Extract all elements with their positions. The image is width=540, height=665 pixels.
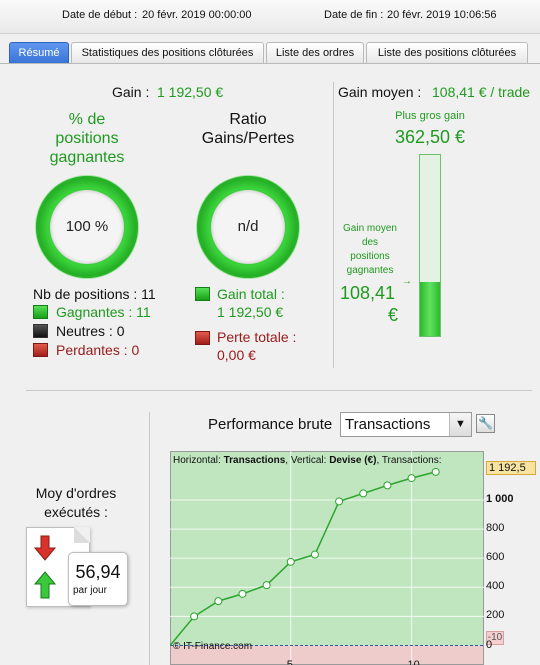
win-rate-value: 100 % — [50, 190, 124, 264]
biggest-gain-value: 362,50 € — [394, 127, 466, 147]
chart-data-point — [262, 581, 271, 590]
win-rate-title-line: % de — [68, 111, 106, 128]
avg-win-label-line: Gain moyen — [343, 223, 397, 234]
chart-data-point — [407, 474, 416, 483]
wrench-icon[interactable]: 🔧 — [476, 414, 495, 433]
chart-data-point — [310, 550, 319, 559]
loss-total-label: Perte totale : — [217, 329, 297, 345]
chart-caption: Horizontal: Transactions, Vertical: Devi… — [173, 455, 481, 466]
chart-caption-mid: , Vertical: — [285, 455, 330, 466]
chart-data-point — [335, 497, 344, 506]
y-tick-label: 400 — [486, 580, 505, 593]
avg-win-gauge — [419, 154, 441, 337]
avg-win-label-line: positions — [350, 251, 390, 262]
bottom-separator — [149, 412, 150, 665]
performance-mode-value: Transactions — [345, 416, 431, 433]
chart-watermark: © IT-Finance.com — [173, 641, 253, 652]
tab-closed-positions-list[interactable]: Liste des positions clôturées — [366, 42, 528, 63]
loss-total-square-icon — [195, 331, 210, 345]
win-rate-title-line: gagnantes — [49, 149, 125, 166]
avg-win-unit: € — [388, 305, 399, 325]
avg-win-label-line: gagnantes — [346, 265, 394, 276]
document-fold — [74, 527, 90, 543]
last-value-badge: 1 192,5 — [486, 461, 536, 475]
chart-data-point — [190, 612, 199, 621]
neutral-square-icon — [33, 324, 48, 338]
winning-square-icon — [33, 305, 48, 319]
gain-total-value: 1 192,50 € — [217, 304, 284, 320]
win-rate-title-line: positions — [55, 130, 119, 147]
gain-value: 1 192,50 € — [157, 84, 224, 100]
chart-data-point — [214, 597, 223, 606]
win-rate-title: % de positions gagnantes — [32, 110, 142, 167]
ratio-title-line: Gains/Pertes — [201, 130, 295, 147]
y-tick-label: 0 — [486, 638, 493, 651]
avg-win-value: 108,41 — [340, 283, 396, 303]
positions-count: Nb de positions : 11 — [33, 286, 156, 302]
orders-label-line: Moy d'ordres — [35, 485, 117, 501]
avg-gain-value: 108,41 € / trade — [432, 84, 531, 100]
tab-bar: Résumé Statistiques des positions clôtur… — [0, 42, 540, 64]
tab-orders-list[interactable]: Liste des ordres — [266, 42, 364, 63]
chart-data-point — [238, 589, 247, 598]
end-date-value: 20 févr. 2019 10:06:56 — [387, 9, 497, 21]
tab-closed-positions-stats[interactable]: Statistiques des positions clôturées — [71, 42, 264, 63]
tab-divider — [0, 63, 540, 64]
ratio-title: Ratio Gains/Pertes — [190, 110, 306, 148]
chart-caption-suffix: , Transactions: — [376, 455, 442, 466]
orders-label-line: exécutés : — [44, 504, 108, 520]
negative-floor-badge: -10 — [486, 631, 504, 645]
avg-win-gauge-fill — [420, 281, 440, 336]
chart-data-point — [431, 467, 440, 476]
losing-count: Perdantes : 0 — [56, 342, 140, 358]
panel-separator — [333, 82, 334, 368]
start-date-value: 20 févr. 2019 00:00:00 — [142, 9, 252, 21]
win-rate-donut: 100 % — [36, 176, 138, 278]
orders-value-card: 56,94 par jour — [68, 552, 128, 606]
gauge-pointer-icon: → — [402, 276, 412, 287]
chart-data-point — [286, 557, 295, 566]
orders-unit: par jour — [73, 585, 107, 596]
ratio-donut: n/d — [197, 176, 299, 278]
loss-total-value: 0,00 € — [217, 347, 256, 363]
gain-label: Gain : — [112, 84, 150, 100]
y-tick-label: 600 — [486, 551, 505, 564]
orders-label: Moy d'ordres exécutés : — [22, 484, 130, 522]
chart-caption-horizontal: Transactions — [223, 455, 286, 466]
y-tick-label: 200 — [486, 609, 505, 622]
performance-title: Performance brute — [208, 416, 333, 433]
performance-mode-select[interactable]: Transactions ▼ — [340, 412, 472, 437]
x-tick-label: 5 — [286, 659, 293, 665]
ratio-value: n/d — [211, 190, 285, 264]
gain-total-square-icon — [195, 287, 210, 301]
end-date-label: Date de fin : — [324, 9, 384, 21]
winning-count: Gagnantes : 11 — [56, 304, 151, 320]
avg-win-label: Gain moyen des positions gagnantes — [337, 222, 403, 278]
chart-positive-area — [170, 451, 484, 646]
section-separator — [26, 390, 532, 391]
date-bar: Date de début : 20 févr. 2019 00:00:00 D… — [0, 0, 540, 34]
gain-total-label: Gain total : — [217, 286, 285, 302]
chart-data-point — [359, 489, 368, 498]
y-tick-label: 1 000 — [486, 492, 514, 505]
tab-resume[interactable]: Résumé — [9, 42, 69, 63]
performance-chart — [170, 451, 484, 665]
ratio-title-line: Ratio — [229, 111, 267, 128]
chart-caption-vertical: Devise (€) — [329, 455, 377, 466]
y-tick-label: 800 — [486, 522, 505, 535]
chart-negative-area — [170, 645, 484, 665]
chart-caption-prefix: Horizontal: — [173, 455, 224, 466]
x-tick-label: 10 — [407, 659, 420, 665]
up-down-arrows-icon — [33, 535, 57, 599]
chevron-down-icon[interactable]: ▼ — [449, 413, 471, 436]
orders-value: 56,94 — [75, 562, 121, 582]
start-date-label: Date de début : — [62, 9, 138, 21]
chart-series-line — [170, 471, 436, 646]
losing-square-icon — [33, 343, 48, 357]
avg-win-label-line: des — [361, 237, 379, 248]
neutral-count: Neutres : 0 — [56, 323, 125, 339]
biggest-gain-label: Plus gros gain — [395, 110, 465, 122]
chart-data-point — [383, 481, 392, 490]
avg-gain-label: Gain moyen : — [338, 84, 422, 100]
